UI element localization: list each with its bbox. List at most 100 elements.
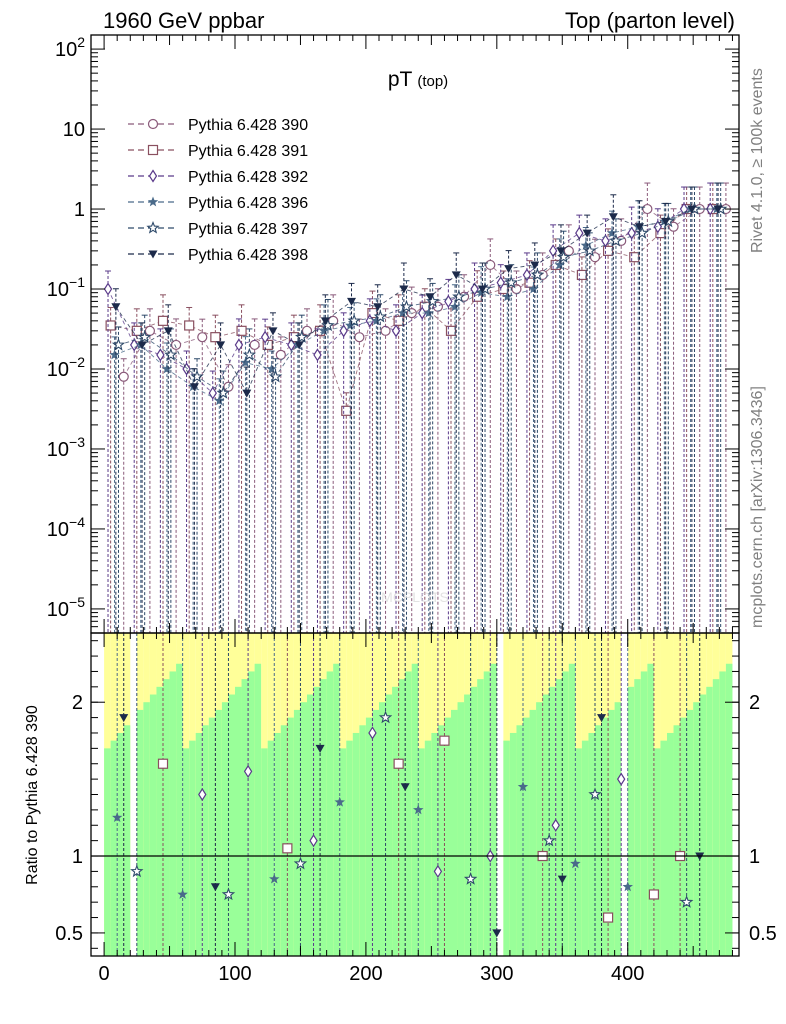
y-tick-label: 10−4 [47, 514, 85, 541]
band-inner [313, 686, 321, 956]
data-point [445, 325, 457, 336]
band-inner [523, 717, 530, 956]
data-point [393, 315, 404, 326]
data-point [417, 306, 427, 320]
data-point [301, 325, 313, 336]
ratio-point [309, 834, 318, 848]
band-inner [195, 732, 203, 956]
data-point [103, 282, 113, 296]
band-inner [110, 740, 118, 956]
ratio-point [177, 889, 188, 899]
side-label-mcplots: mcplots.cern.ch [arXiv:1306.3436] [749, 386, 766, 628]
data-point [635, 223, 645, 232]
legend-label: Pythia 6.428 398 [188, 247, 308, 264]
band-inner [549, 686, 556, 956]
data-point [157, 315, 169, 326]
y-tick-label: 10−5 [47, 594, 85, 621]
ratio-point [492, 929, 502, 938]
data-point [485, 259, 496, 271]
data-point [214, 395, 225, 406]
ratio-point [157, 758, 169, 769]
data-point [320, 317, 330, 326]
band-inner [143, 702, 150, 956]
band-inner [169, 671, 177, 956]
data-point [118, 371, 129, 382]
legend-marker [148, 169, 158, 183]
band-inner [359, 725, 366, 956]
data-point [399, 285, 409, 294]
band-inner [686, 709, 694, 956]
data-point [347, 313, 361, 327]
ratio-y-tick-label: 2 [72, 692, 83, 714]
data-point [575, 226, 584, 240]
ratio-point [282, 843, 293, 854]
data-point [164, 347, 178, 361]
ratio-point [602, 912, 614, 923]
data-point [713, 205, 723, 214]
ratio-point [570, 858, 581, 869]
ratio-point [622, 881, 633, 892]
data-point [137, 330, 152, 343]
ratio-point [293, 856, 308, 870]
band-inner [274, 732, 281, 956]
data-point [129, 338, 139, 352]
band-inner [398, 679, 406, 956]
legend-entry: Pythia 6.428 392 [128, 169, 308, 186]
band-inner [680, 717, 687, 956]
band-inner [287, 717, 294, 956]
data-point [556, 247, 566, 256]
band-inner [536, 702, 543, 956]
ratio-point [334, 796, 345, 807]
band-inner [490, 663, 497, 956]
data-point [528, 283, 539, 294]
data-point [345, 320, 356, 330]
ratio-392 [198, 633, 626, 956]
band-inner [267, 740, 275, 956]
data-point [687, 205, 697, 214]
band-inner [529, 709, 537, 956]
ratio-y-tick-label-right: 2 [749, 692, 760, 714]
band-inner [542, 694, 550, 956]
band-inner [706, 686, 713, 956]
legend-entry: Pythia 6.428 396 [128, 195, 308, 212]
data-point [373, 309, 387, 323]
data-point [661, 217, 671, 226]
band-inner [163, 679, 170, 956]
band-inner [667, 732, 674, 956]
data-point [236, 325, 247, 336]
band-inner [653, 748, 661, 956]
band-inner [254, 663, 262, 956]
band-inner [136, 709, 144, 956]
side-label-rivet: Rivet 4.1.0, ≥ 100k events [749, 68, 766, 253]
data-point [548, 244, 558, 258]
data-point [609, 233, 623, 247]
band-inner [509, 732, 517, 956]
data-point [109, 349, 120, 360]
band-inner [280, 725, 288, 956]
band-inner [235, 686, 242, 956]
ratio-series-layer [112, 633, 705, 956]
ratio-point [119, 714, 129, 723]
y-tick-label: 10−1 [47, 274, 85, 301]
ratio-point [616, 772, 626, 786]
data-point [524, 277, 535, 288]
series-line [118, 208, 721, 394]
legend-entry: Pythia 6.428 397 [128, 220, 308, 238]
ratio-point [413, 804, 424, 815]
ratio-point [393, 758, 404, 769]
band-inner [503, 740, 510, 956]
data-point [472, 291, 483, 302]
band-inner [660, 740, 667, 956]
band-inner [673, 725, 681, 956]
data-point [530, 261, 540, 270]
band-inner [418, 748, 425, 956]
data-point [105, 320, 116, 331]
data-point [504, 275, 518, 289]
ratio-398 [119, 633, 705, 956]
ratio-396 [112, 633, 633, 956]
ratio-point [433, 864, 443, 879]
data-point [268, 327, 278, 336]
band-inner [477, 679, 484, 956]
data-point [477, 285, 487, 294]
